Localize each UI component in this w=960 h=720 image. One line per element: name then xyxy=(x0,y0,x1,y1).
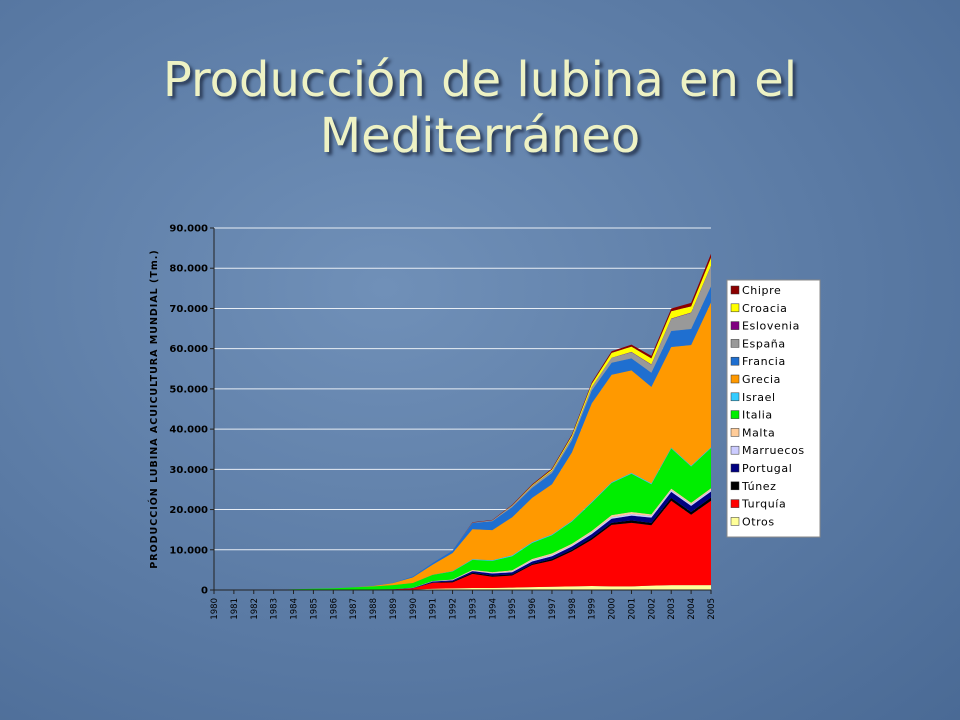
legend-swatch xyxy=(730,356,740,366)
legend-swatch xyxy=(730,285,740,295)
x-tick-label: 1992 xyxy=(449,598,459,620)
x-tick-label: 2004 xyxy=(687,598,697,620)
y-tick-label: 50.000 xyxy=(169,384,208,395)
x-tick-label: 1988 xyxy=(369,598,379,620)
x-tick-label: 1998 xyxy=(568,598,578,620)
area xyxy=(214,585,711,590)
x-tick-label: 1987 xyxy=(349,598,359,620)
legend-swatch xyxy=(730,303,740,313)
x-tick-label: 1980 xyxy=(210,598,220,620)
y-tick-label: 20.000 xyxy=(169,505,208,516)
y-tick-label: 40.000 xyxy=(169,425,208,436)
legend-swatch xyxy=(730,428,740,437)
legend-swatch xyxy=(730,499,740,508)
x-tick-label: 1991 xyxy=(429,598,439,620)
y-axis-title: PRODUCCIÓN LUBINA ACUICULTURA MUNDIAL (T… xyxy=(148,249,160,568)
slide-title: Producción de lubina en el Mediterráneo xyxy=(162,52,798,164)
legend-label: Israel xyxy=(742,391,776,404)
x-tick-label: 2005 xyxy=(707,598,717,620)
legend-label: Portugal xyxy=(742,462,792,475)
legend-swatch xyxy=(730,374,740,384)
y-tick-label: 30.000 xyxy=(169,465,208,476)
legend-label: Malta xyxy=(742,426,775,439)
x-tick-label: 1999 xyxy=(588,598,598,620)
legend-label: Chipre xyxy=(742,284,781,297)
x-tick-label: 1983 xyxy=(270,598,280,620)
x-tick-label: 1994 xyxy=(488,598,498,620)
legend-swatch xyxy=(730,445,740,455)
legend-label: Túnez xyxy=(741,480,777,493)
x-tick-label: 1982 xyxy=(250,598,260,620)
legend-swatch xyxy=(730,410,740,419)
legend-label: Francia xyxy=(742,355,786,368)
area xyxy=(214,500,711,590)
x-tick-label: 1990 xyxy=(409,598,419,620)
x-tick-label: 1997 xyxy=(548,598,558,620)
x-tick-label: 1995 xyxy=(508,598,518,620)
legend-swatch xyxy=(730,481,740,491)
y-tick-label: 0 xyxy=(201,586,208,597)
x-tick-label: 1989 xyxy=(389,598,399,620)
x-tick-label: 1996 xyxy=(528,598,538,620)
x-tick-label: 1993 xyxy=(468,598,478,620)
legend-label: Croacia xyxy=(742,302,787,315)
legend-label: Turquía xyxy=(741,498,786,511)
y-tick-label: 90.000 xyxy=(169,224,208,235)
legend-swatch xyxy=(730,321,740,330)
y-tick-label: 10.000 xyxy=(169,545,208,556)
legend-swatch xyxy=(730,339,740,348)
legend-label: Italia xyxy=(742,409,773,422)
x-tick-label: 1985 xyxy=(309,598,319,620)
x-tick-label: 2001 xyxy=(627,598,637,620)
x-tick-label: 1986 xyxy=(329,598,339,620)
legend-label: Marruecos xyxy=(742,444,805,457)
x-tick-label: 1981 xyxy=(230,598,240,620)
y-tick-label: 80.000 xyxy=(169,264,208,275)
legend-box xyxy=(726,279,821,538)
area xyxy=(214,302,711,590)
legend-swatch xyxy=(730,463,740,473)
x-tick-label: 2000 xyxy=(608,598,618,620)
legend-swatch xyxy=(730,392,740,402)
legend-label: Otros xyxy=(742,515,775,528)
x-tick-label: 2002 xyxy=(647,598,657,620)
y-tick-label: 70.000 xyxy=(169,304,208,315)
legend-label: España xyxy=(742,337,786,350)
legend-label: Eslovenia xyxy=(742,320,800,333)
y-tick-label: 60.000 xyxy=(169,344,208,355)
x-tick-label: 2003 xyxy=(667,598,677,620)
legend-label: Grecia xyxy=(742,373,781,386)
legend-swatch xyxy=(730,517,740,526)
x-tick-label: 1984 xyxy=(290,598,300,620)
